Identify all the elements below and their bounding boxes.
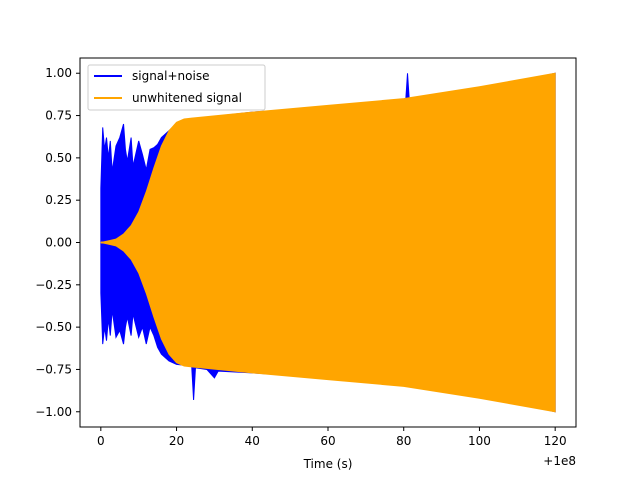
y-tick-label: 0.00	[45, 236, 72, 250]
y-tick-label: −0.25	[35, 278, 72, 292]
legend: signal+noise unwhitened signal	[87, 64, 266, 111]
x-axis-label: Time (s)	[303, 457, 353, 471]
x-tick-label: 80	[396, 434, 411, 448]
x-tick-label: 120	[544, 434, 567, 448]
x-tick-label: 60	[320, 434, 335, 448]
y-tick-label: −1.00	[35, 405, 72, 419]
x-tick-label: 40	[245, 434, 260, 448]
y-tick-label: 0.75	[45, 109, 72, 123]
legend-label-unwhitened-signal: unwhitened signal	[132, 91, 242, 105]
y-tick-label: 0.25	[45, 193, 72, 207]
y-axis: −1.00 −0.75 −0.50 −0.25 0.00 0.25 0.50 0.75 1.00	[35, 66, 80, 419]
x-axis-offset-label: +1e8	[543, 454, 576, 468]
x-axis: 0 20 40 60 80 100 120	[97, 427, 567, 448]
legend-box	[87, 64, 266, 111]
series-envelope-unwhitened-signal	[100, 72, 556, 413]
series-layer	[100, 72, 556, 413]
y-tick-label: −0.75	[35, 362, 72, 376]
x-tick-label: 100	[468, 434, 491, 448]
y-tick-label: 0.50	[45, 151, 72, 165]
y-tick-label: 1.00	[45, 66, 72, 80]
x-tick-label: 20	[169, 434, 184, 448]
legend-label-signal-noise: signal+noise	[132, 69, 209, 83]
y-tick-label: −0.50	[35, 320, 72, 334]
x-tick-label: 0	[97, 434, 105, 448]
